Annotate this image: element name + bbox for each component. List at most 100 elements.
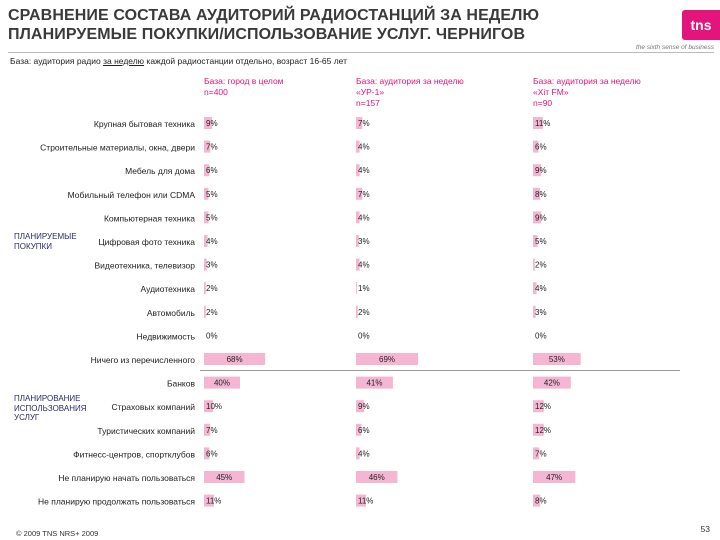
bar: [356, 235, 359, 247]
column-header-ur1-name: База: аудитория за неделю: [356, 76, 464, 86]
column-header-hitfm: База: аудитория за неделю «Хіт FM» n=90: [533, 76, 683, 109]
value-label: 7%: [535, 449, 547, 458]
value-label: 2%: [206, 284, 218, 293]
bar: [204, 258, 207, 271]
bar: [533, 211, 542, 224]
value-label: 11%: [358, 497, 373, 506]
value-label: 41%: [366, 379, 382, 388]
footer-copyright: © 2009 TNS NRS+ 2009: [16, 529, 99, 538]
column-header-city: База: город в целом n=400: [204, 76, 354, 98]
value-label: 8%: [535, 497, 547, 506]
bar: [204, 471, 245, 483]
value-label: 9%: [206, 119, 218, 128]
category-label: Фитнесс-центров, спортклубов: [73, 449, 195, 459]
tns-logo: tns: [682, 10, 720, 40]
bar: [204, 353, 266, 365]
bar: [356, 376, 393, 389]
value-label: 7%: [358, 190, 370, 199]
value-label: 12%: [535, 426, 551, 435]
value-label: 4%: [358, 143, 370, 152]
value-label: 7%: [206, 143, 218, 152]
category-label: Банков: [167, 379, 196, 389]
bar: [356, 305, 358, 318]
category-label: Аудиотехника: [141, 284, 196, 294]
bar: [356, 140, 360, 153]
bar: [533, 164, 542, 177]
category-label: Страховых компаний: [111, 402, 195, 412]
subtitle-after: каждой радиостанции отдельно, возраст 16…: [144, 56, 348, 66]
value-label: 46%: [369, 473, 385, 482]
category-label: Цифровая фото техника: [98, 237, 195, 247]
column-header-ur1-n: n=157: [356, 98, 380, 108]
value-label: 4%: [358, 261, 370, 270]
value-label: 6%: [206, 449, 218, 458]
value-label: 7%: [206, 426, 218, 435]
value-label: 6%: [358, 426, 370, 435]
bar: [533, 187, 541, 200]
value-label: 68%: [227, 355, 243, 364]
category-label: Не планирую начать пользоваться: [58, 473, 195, 483]
bar: [356, 258, 360, 271]
bar: [204, 282, 206, 295]
bar: [204, 447, 210, 460]
bar: [356, 164, 360, 177]
value-label: 3%: [206, 261, 218, 270]
value-label: 40%: [214, 379, 230, 388]
value-label: 6%: [535, 143, 547, 152]
subtitle-underlined: за неделю: [103, 56, 145, 66]
category-label: Недвижимость: [137, 331, 196, 341]
value-label: 3%: [535, 308, 547, 317]
bar: [533, 471, 576, 483]
value-label: 0%: [535, 331, 547, 340]
bar: [356, 187, 363, 200]
bar: [356, 353, 419, 365]
value-label: 45%: [216, 473, 232, 482]
category-label: Компьютерная техника: [104, 213, 195, 223]
value-label: 5%: [206, 213, 218, 222]
value-label: 2%: [535, 261, 547, 270]
group-label-purchases: ПЛАНИРУЕМЫЕ ПОКУПКИ: [14, 232, 77, 251]
bar: [356, 400, 365, 413]
bar: [204, 235, 208, 247]
bar: [204, 187, 209, 200]
page-number: 53: [700, 524, 710, 534]
bar: [533, 258, 535, 271]
value-label: 1%: [358, 284, 370, 293]
value-label: 9%: [535, 166, 547, 175]
bar: [204, 423, 211, 436]
column-header-city-n: n=400: [204, 87, 228, 97]
chart-subtitle: База: аудитория радио за неделю каждой р…: [10, 56, 347, 66]
value-label: 0%: [206, 331, 218, 340]
bar: [533, 494, 541, 507]
bar: [204, 211, 209, 224]
value-label: 69%: [379, 355, 395, 364]
bar: [533, 447, 540, 460]
bar: [204, 140, 211, 153]
bar: [356, 423, 362, 436]
value-label: 47%: [546, 473, 562, 482]
value-label: 2%: [206, 308, 218, 317]
value-label: 4%: [358, 449, 370, 458]
value-label: 7%: [358, 119, 370, 128]
category-label: Видеотехника, телевизор: [95, 261, 196, 271]
bar: [204, 164, 210, 177]
bar: [204, 305, 206, 318]
column-header-hitfm-station: «Хіт FM»: [533, 87, 569, 97]
value-label: 8%: [535, 190, 547, 199]
bar: [356, 447, 360, 460]
bar: [533, 282, 537, 295]
value-label: 10%: [206, 402, 222, 411]
column-header-ur1-station: «УР-1»: [356, 87, 385, 97]
column-header-hitfm-name: База: аудитория за неделю: [533, 76, 641, 86]
section-separator: [200, 370, 680, 371]
value-label: 3%: [358, 237, 370, 246]
category-label: Строительные материалы, окна, двери: [40, 143, 195, 153]
bar: [204, 400, 213, 413]
value-label: 53%: [549, 355, 565, 364]
bar: [356, 471, 398, 483]
bar: [204, 494, 214, 507]
bar: [356, 211, 360, 224]
value-label: 9%: [535, 213, 547, 222]
value-label: 11%: [535, 119, 550, 128]
brand-tagline: the sixth sense of business: [635, 44, 714, 51]
